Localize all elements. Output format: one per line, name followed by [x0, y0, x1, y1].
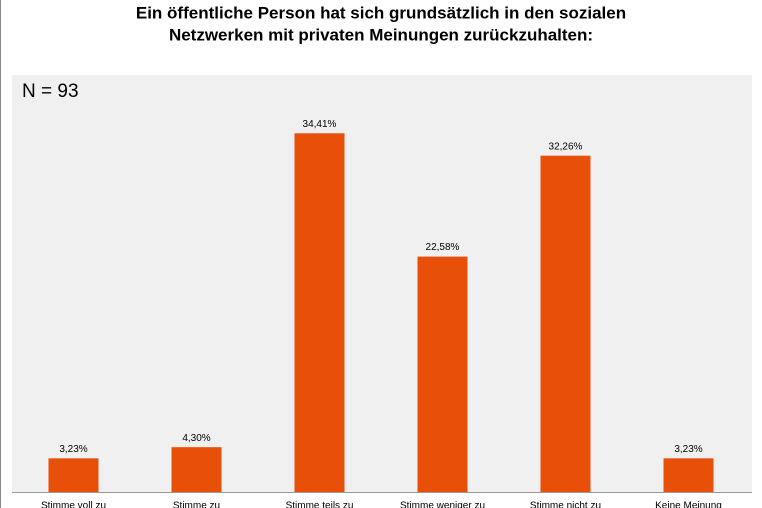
x-tick-label: Stimme voll zu: [41, 501, 106, 508]
x-tick-label: Keine Meinung: [655, 501, 722, 508]
value-label: 22,58%: [426, 242, 460, 253]
x-tick-label: Stimme teils zu: [286, 501, 354, 508]
x-tick-label: Stimme nicht zu: [530, 501, 601, 508]
bar: [294, 133, 345, 492]
annotation: N = 93: [22, 81, 79, 102]
plot-area: [12, 75, 752, 493]
value-label: 3,23%: [59, 444, 87, 455]
bar: [417, 256, 468, 492]
value-label: 32,26%: [549, 141, 583, 152]
bar: [540, 155, 591, 492]
value-label: 3,23%: [674, 444, 702, 455]
bar: [663, 458, 714, 492]
chart-title: Ein öffentliche Person hat sich grundsät…: [136, 3, 626, 22]
value-label: 34,41%: [303, 119, 337, 130]
chart-title: Netzwerken mit privaten Meinungen zurück…: [169, 25, 593, 44]
bar: [48, 458, 99, 492]
value-label: 4,30%: [182, 433, 210, 444]
bar: [171, 447, 222, 492]
x-tick-label: Stimme weniger zu: [400, 501, 485, 508]
x-tick-label: Stimme zu: [173, 501, 220, 508]
